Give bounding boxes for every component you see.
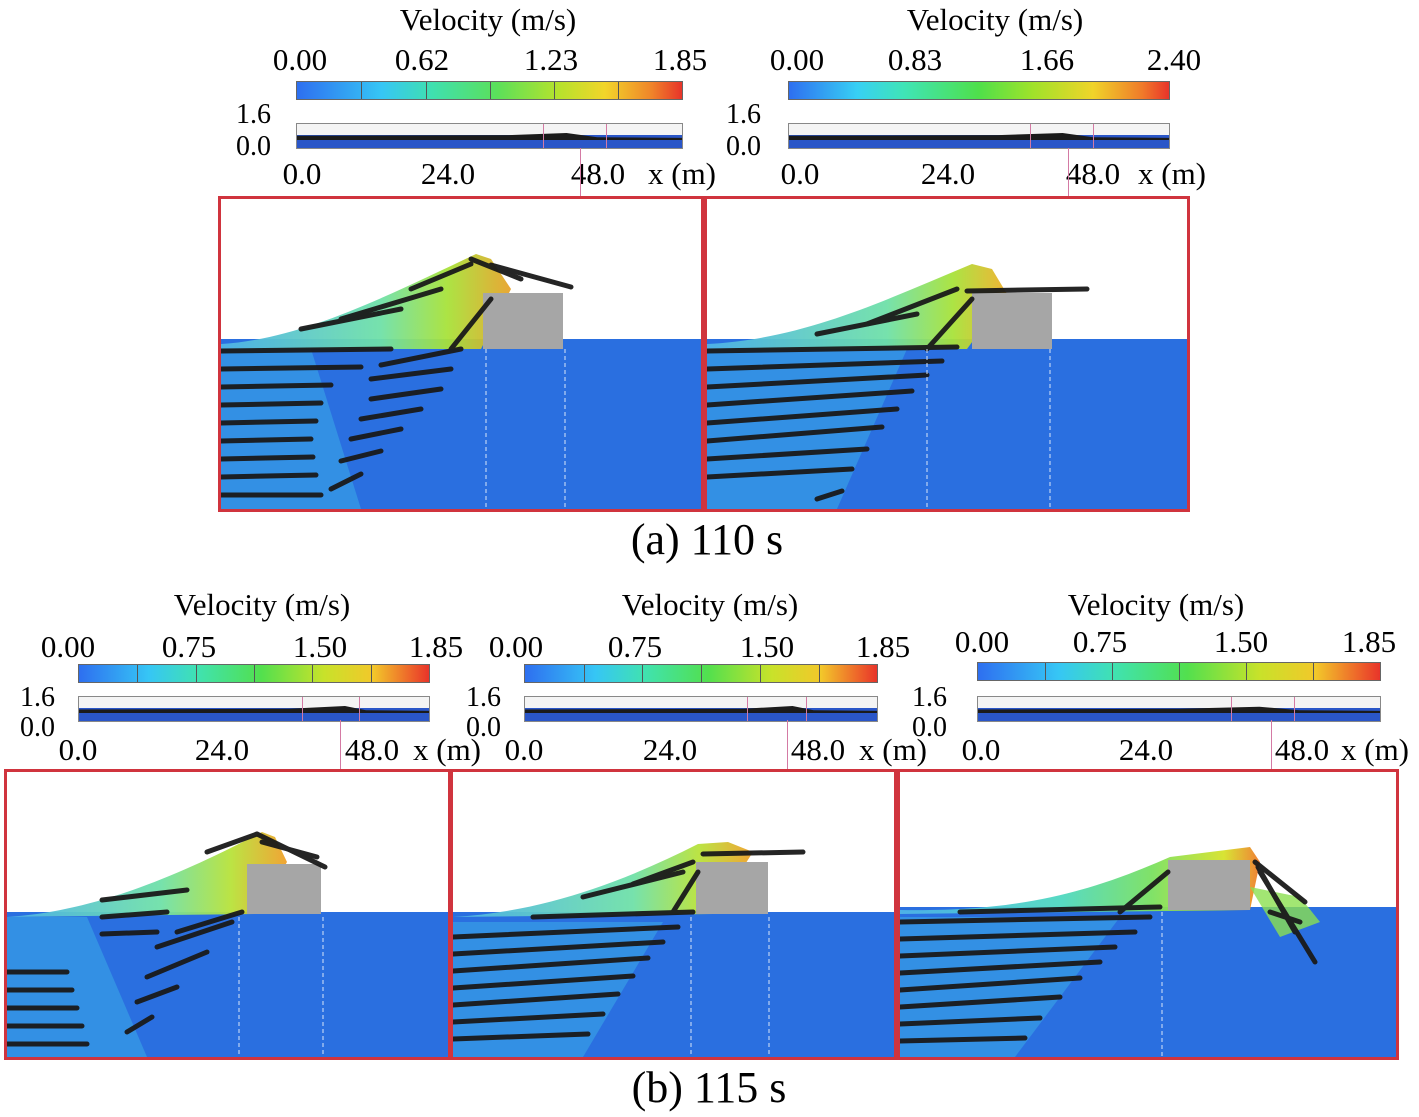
zoom-connector xyxy=(1271,720,1272,770)
overview-y-tick: 0.0 xyxy=(726,131,761,162)
colorbar-tick: 0.00 xyxy=(954,624,1010,659)
velocity-colorbar xyxy=(524,664,878,683)
zoom-window xyxy=(543,124,607,148)
velocity-colorbar xyxy=(296,81,683,100)
colorbar-tick: 0.62 xyxy=(394,42,450,77)
overview-x-unit: x (m) xyxy=(1137,156,1207,191)
overview-y-tick: 1.6 xyxy=(466,682,501,713)
overview-y-tick: 1.6 xyxy=(20,682,55,713)
colorbar-tick: 0.00 xyxy=(488,629,544,664)
colorbar-tick: 1.85 xyxy=(408,629,464,664)
subfigure-caption: (b) 115 s xyxy=(631,1063,787,1112)
colorbar-tick: 0.75 xyxy=(161,629,217,664)
overview-x-tick: 48.0 xyxy=(1065,156,1121,191)
overview-y-tick: 0.0 xyxy=(20,712,55,743)
overview-y-tick: 1.6 xyxy=(726,99,761,130)
colorbar-tick: 1.23 xyxy=(523,42,579,77)
colorbar-tick: 1.50 xyxy=(1213,624,1269,659)
overview-x-tick: 48.0 xyxy=(344,732,400,767)
overview-strip xyxy=(524,696,878,722)
overview-x-tick: 48.0 xyxy=(790,732,846,767)
colorbar-title: Velocity (m/s) xyxy=(1067,587,1245,622)
colorbar-tick: 0.00 xyxy=(272,42,328,77)
overview-x-tick: 0.0 xyxy=(282,156,322,191)
overview-x-tick: 0.0 xyxy=(58,732,98,767)
zoom-window xyxy=(302,697,360,721)
overview-x-unit: x (m) xyxy=(412,732,482,767)
overview-x-tick: 48.0 xyxy=(1274,732,1330,767)
zoom-window xyxy=(1030,124,1094,148)
zoom-connector xyxy=(787,720,788,770)
overview-x-tick: 0.0 xyxy=(780,156,820,191)
zoom-connector xyxy=(340,720,341,770)
zoom-window xyxy=(1231,697,1295,721)
overview-x-unit: x (m) xyxy=(1340,732,1410,767)
colorbar-tick: 0.75 xyxy=(1072,624,1128,659)
overview-x-unit: x (m) xyxy=(858,732,928,767)
colorbar-title: Velocity (m/s) xyxy=(173,587,351,622)
overview-y-tick: 1.6 xyxy=(236,99,271,130)
colorbar-tick: 1.85 xyxy=(1341,624,1397,659)
subfigure-caption: (a) 110 s xyxy=(630,515,784,564)
overview-strip xyxy=(78,696,430,722)
velocity-field-panel xyxy=(704,196,1190,512)
overview-x-tick: 24.0 xyxy=(420,156,476,191)
colorbar-tick: 1.50 xyxy=(739,629,795,664)
colorbar-tick: 1.66 xyxy=(1019,42,1075,77)
colorbar-tick: 0.00 xyxy=(40,629,96,664)
velocity-field-panel xyxy=(450,769,897,1060)
overview-x-unit: x (m) xyxy=(647,156,717,191)
velocity-colorbar xyxy=(78,664,430,683)
colorbar-tick: 2.40 xyxy=(1146,42,1202,77)
velocity-field-panel xyxy=(4,769,451,1060)
colorbar-title: Velocity (m/s) xyxy=(399,2,577,37)
overview-x-tick: 0.0 xyxy=(961,732,1001,767)
overview-y-tick: 0.0 xyxy=(912,712,947,743)
colorbar-tick: 1.85 xyxy=(855,629,911,664)
overview-x-tick: 24.0 xyxy=(1118,732,1174,767)
colorbar-tick: 1.50 xyxy=(292,629,348,664)
zoom-connector xyxy=(1068,148,1069,198)
colorbar-title: Velocity (m/s) xyxy=(906,2,1084,37)
overview-x-tick: 24.0 xyxy=(194,732,250,767)
overview-strip xyxy=(788,123,1170,149)
overview-strip xyxy=(296,123,683,149)
colorbar-tick: 0.83 xyxy=(887,42,943,77)
overview-y-tick: 1.6 xyxy=(912,682,947,713)
velocity-colorbar xyxy=(977,662,1381,681)
overview-x-tick: 0.0 xyxy=(504,732,544,767)
overview-strip xyxy=(977,696,1381,722)
velocity-field-panel xyxy=(218,196,704,512)
overview-y-tick: 0.0 xyxy=(466,712,501,743)
overview-x-tick: 48.0 xyxy=(570,156,626,191)
colorbar-tick: 0.00 xyxy=(769,42,825,77)
colorbar-title: Velocity (m/s) xyxy=(621,587,799,622)
overview-x-tick: 24.0 xyxy=(642,732,698,767)
overview-x-tick: 24.0 xyxy=(920,156,976,191)
velocity-field-panel xyxy=(897,769,1399,1060)
colorbar-tick: 0.75 xyxy=(607,629,663,664)
zoom-connector xyxy=(580,148,581,198)
velocity-colorbar xyxy=(788,81,1170,100)
colorbar-tick: 1.85 xyxy=(652,42,708,77)
zoom-window xyxy=(747,697,807,721)
overview-y-tick: 0.0 xyxy=(236,131,271,162)
